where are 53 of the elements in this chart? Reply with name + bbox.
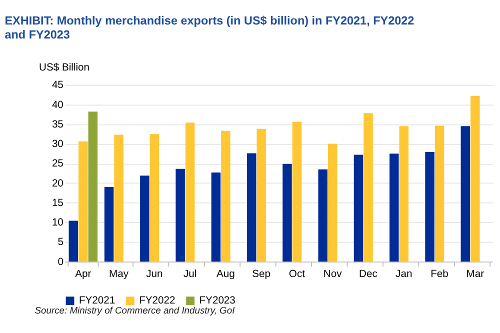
bar (68, 220, 78, 262)
bar (354, 154, 364, 262)
bar (390, 154, 399, 262)
y-tick-label: 35 (52, 119, 64, 130)
bar (256, 128, 266, 262)
x-tick-label: Jan (396, 269, 412, 280)
bar (211, 172, 221, 262)
bar (221, 130, 230, 262)
bar (185, 122, 195, 262)
bar (246, 153, 256, 262)
x-tick-label: Sep (252, 269, 271, 280)
x-tick-label: Aug (216, 269, 236, 280)
bar (425, 152, 434, 262)
y-tick-label: 30 (52, 139, 64, 150)
x-tick-label: Nov (323, 269, 343, 280)
x-tick-label: Dec (359, 269, 378, 280)
y-tick-label: 20 (52, 178, 64, 190)
x-tick-label: Jul (183, 269, 197, 280)
x-tick-label: Jun (146, 269, 163, 280)
x-tick-label: Oct (288, 269, 306, 280)
bar (114, 134, 124, 262)
bar (364, 113, 373, 262)
bar (140, 176, 150, 262)
bar (150, 134, 160, 262)
bar (176, 168, 185, 262)
y-tick-label: 45 (52, 80, 64, 92)
chart-title: EXHIBIT: Monthly merchandise exports (in US$ billion) in FY2021, FY2022 and FY2023 (4, 14, 415, 42)
x-tick-label: Feb (430, 269, 449, 280)
bar (318, 169, 328, 262)
bar (282, 164, 292, 262)
bar (328, 144, 338, 262)
y-tick-label: 25 (52, 158, 64, 170)
x-tick-label: May (109, 269, 130, 280)
legend-label: FY2023 (199, 296, 236, 307)
y-tick-label: 10 (52, 218, 64, 229)
y-axis-title: US$ Billion (39, 62, 90, 74)
bar (292, 122, 302, 262)
source-note: Source: Ministry of Commerce and Industry, GoI (34, 304, 236, 316)
bar (399, 126, 409, 262)
bar (88, 112, 98, 262)
bar (470, 96, 480, 262)
x-tick-label: Mar (466, 269, 485, 280)
bar (104, 186, 114, 262)
legend-label: FY2022 (139, 296, 176, 307)
bar (434, 126, 444, 262)
x-tick-label: Apr (75, 269, 92, 280)
y-tick-label: 5 (58, 237, 64, 248)
y-tick-label: 40 (52, 100, 64, 111)
y-tick-label: 0 (58, 256, 64, 268)
legend-label: FY2021 (78, 296, 116, 307)
y-tick-label: 15 (52, 198, 64, 209)
bar (78, 141, 88, 262)
bar (460, 126, 470, 262)
